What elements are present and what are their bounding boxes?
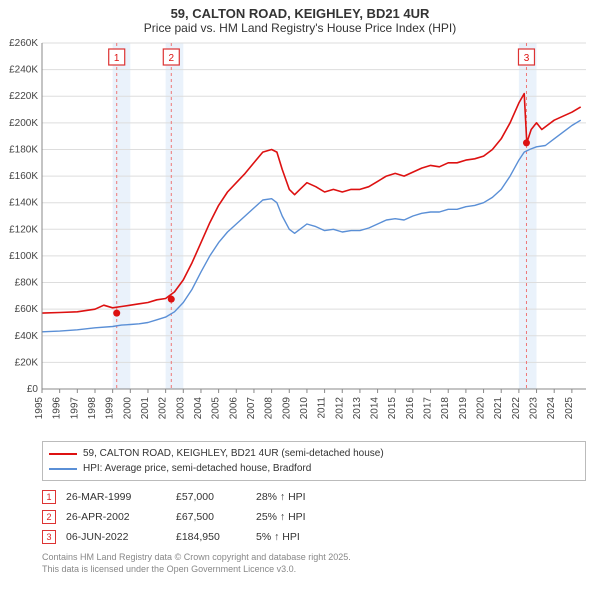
- footnote-line1: Contains HM Land Registry data © Crown c…: [42, 551, 586, 563]
- svg-text:2: 2: [169, 53, 175, 64]
- footnote-line2: This data is licensed under the Open Gov…: [42, 563, 586, 575]
- svg-text:1997: 1997: [69, 397, 80, 420]
- svg-text:1999: 1999: [105, 397, 116, 420]
- sale-n: 1: [42, 487, 66, 507]
- svg-text:2012: 2012: [334, 397, 345, 420]
- legend: 59, CALTON ROAD, KEIGHLEY, BD21 4UR (sem…: [42, 441, 586, 481]
- svg-text:2011: 2011: [317, 397, 328, 419]
- svg-text:2021: 2021: [493, 397, 504, 420]
- sale-delta: 28% ↑ HPI: [256, 487, 316, 507]
- svg-text:2008: 2008: [264, 397, 275, 420]
- sale-marker-box: 2: [42, 510, 56, 524]
- sale-n: 2: [42, 507, 66, 527]
- svg-text:2000: 2000: [122, 397, 133, 420]
- sale-date: 06-JUN-2022: [66, 527, 176, 547]
- legend-item: 59, CALTON ROAD, KEIGHLEY, BD21 4UR (sem…: [49, 446, 579, 461]
- svg-text:1: 1: [114, 53, 120, 64]
- sale-delta: 5% ↑ HPI: [256, 527, 316, 547]
- svg-text:2001: 2001: [140, 397, 151, 420]
- svg-text:2006: 2006: [228, 397, 239, 420]
- sale-marker-box: 1: [42, 490, 56, 504]
- svg-text:£20K: £20K: [15, 357, 39, 368]
- legend-label: HPI: Average price, semi-detached house,…: [83, 461, 311, 476]
- svg-text:2003: 2003: [175, 397, 186, 420]
- svg-text:2015: 2015: [387, 397, 398, 420]
- svg-text:2018: 2018: [440, 397, 451, 420]
- legend-label: 59, CALTON ROAD, KEIGHLEY, BD21 4UR (sem…: [83, 446, 384, 461]
- legend-item: HPI: Average price, semi-detached house,…: [49, 461, 579, 476]
- svg-text:£200K: £200K: [9, 118, 38, 129]
- svg-text:2024: 2024: [546, 397, 557, 420]
- svg-text:2004: 2004: [193, 397, 204, 420]
- sale-delta: 25% ↑ HPI: [256, 507, 316, 527]
- svg-text:£60K: £60K: [15, 304, 39, 315]
- sale-price: £57,000: [176, 487, 256, 507]
- svg-text:2014: 2014: [370, 397, 381, 420]
- svg-text:1995: 1995: [34, 397, 45, 420]
- legend-swatch: [49, 453, 77, 455]
- sale-row: 1 26-MAR-1999£57,00028% ↑ HPI: [42, 487, 316, 507]
- svg-text:2025: 2025: [564, 397, 575, 420]
- svg-text:£240K: £240K: [9, 65, 38, 76]
- chart: £0 £20K £40K £60K £80K £100K £120K £140K £160K £1…: [0, 37, 600, 437]
- sale-price: £67,500: [176, 507, 256, 527]
- sales-table: 1 26-MAR-1999£57,00028% ↑ HPI 2 26-APR-2002…: [42, 487, 316, 547]
- sale-price: £184,950: [176, 527, 256, 547]
- sale-row: 2 26-APR-2002£67,50025% ↑ HPI: [42, 507, 316, 527]
- title-sub: Price paid vs. HM Land Registry's House …: [0, 21, 600, 35]
- svg-text:£180K: £180K: [9, 144, 38, 155]
- sale-n: 3: [42, 527, 66, 547]
- svg-text:2020: 2020: [476, 397, 487, 420]
- svg-text:2007: 2007: [246, 397, 257, 420]
- svg-text:2009: 2009: [281, 397, 292, 420]
- svg-text:£260K: £260K: [9, 38, 38, 49]
- svg-text:2016: 2016: [405, 397, 416, 420]
- svg-text:2023: 2023: [529, 397, 540, 420]
- sale-marker-box: 3: [42, 530, 56, 544]
- footnote: Contains HM Land Registry data © Crown c…: [42, 551, 586, 575]
- sale-date: 26-MAR-1999: [66, 487, 176, 507]
- sale-date: 26-APR-2002: [66, 507, 176, 527]
- svg-text:£100K: £100K: [9, 251, 38, 262]
- svg-text:2010: 2010: [299, 397, 310, 420]
- svg-text:£160K: £160K: [9, 171, 38, 182]
- legend-swatch: [49, 468, 77, 470]
- chart-container: 59, CALTON ROAD, KEIGHLEY, BD21 4UR Pric…: [0, 0, 600, 575]
- sale-row: 3 06-JUN-2022£184,9505% ↑ HPI: [42, 527, 316, 547]
- svg-text:2005: 2005: [211, 397, 222, 420]
- svg-text:1998: 1998: [87, 397, 98, 420]
- svg-text:£220K: £220K: [9, 91, 38, 102]
- svg-text:2017: 2017: [423, 397, 434, 420]
- chart-svg: £0 £20K £40K £60K £80K £100K £120K £140K £160K £1…: [0, 37, 600, 437]
- title-block: 59, CALTON ROAD, KEIGHLEY, BD21 4UR Pric…: [0, 0, 600, 37]
- svg-text:2002: 2002: [158, 397, 169, 420]
- svg-text:2022: 2022: [511, 397, 522, 420]
- svg-text:£120K: £120K: [9, 224, 38, 235]
- title-main: 59, CALTON ROAD, KEIGHLEY, BD21 4UR: [0, 6, 600, 21]
- svg-text:£40K: £40K: [15, 331, 39, 342]
- svg-text:1996: 1996: [52, 397, 63, 420]
- svg-text:2013: 2013: [352, 397, 363, 420]
- svg-text:2019: 2019: [458, 397, 469, 420]
- svg-text:£0: £0: [27, 384, 39, 395]
- svg-text:£80K: £80K: [15, 278, 39, 289]
- svg-text:£140K: £140K: [9, 198, 38, 209]
- svg-text:3: 3: [524, 53, 530, 64]
